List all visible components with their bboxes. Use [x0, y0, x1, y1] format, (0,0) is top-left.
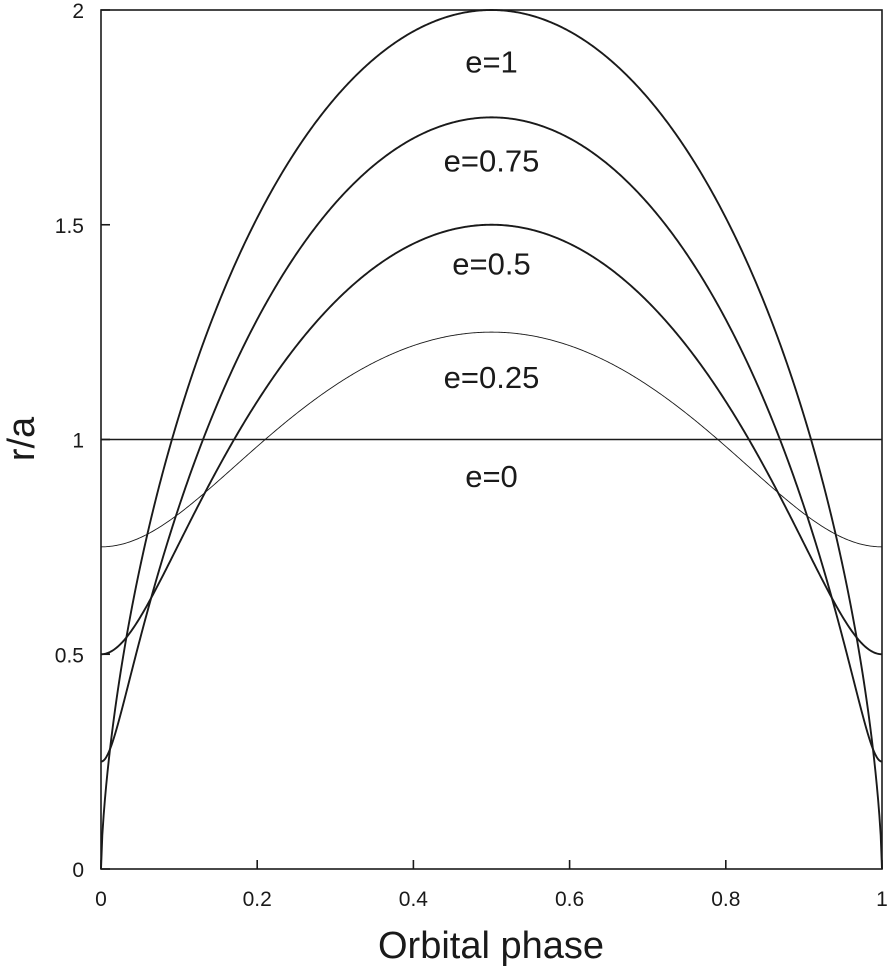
curve-label-e-0-25: e=0.25 — [444, 360, 540, 395]
ticks-layer — [100, 9, 883, 870]
curves-layer — [100, 9, 883, 870]
x-tick-label: 0.4 — [399, 888, 429, 911]
y-tick-label: 0 — [72, 859, 84, 882]
curve-e-0-25 — [100, 331, 883, 548]
x-axis-title: Orbital phase — [378, 925, 604, 967]
curve-label-e-0-5: e=0.5 — [452, 246, 530, 281]
y-tick-label: 0.5 — [55, 644, 84, 667]
curve-labels-layer: e=0 e=0.25 e=0.5 e=0.75 e=1 — [444, 45, 540, 494]
x-tick-label: 0.8 — [711, 888, 740, 911]
curve-label-e-0-75: e=0.75 — [444, 143, 540, 178]
tick-labels-layer: 0 0.2 0.4 0.6 0.8 1 0 0.5 1 1.5 2 — [55, 0, 888, 911]
curve-label-e-0: e=0 — [465, 459, 518, 494]
y-tick-label: 1 — [72, 430, 84, 453]
y-tick-label: 1.5 — [55, 215, 84, 238]
x-tick-label: 0 — [95, 888, 107, 911]
curve-e-0-5 — [100, 223, 883, 656]
x-tick-label: 0.2 — [243, 888, 272, 911]
y-axis-title: r/a — [1, 416, 43, 461]
curve-label-e-1: e=1 — [465, 45, 518, 80]
x-tick-label: 0.6 — [555, 888, 584, 911]
y-tick-label: 2 — [72, 0, 84, 23]
x-tick-label: 1 — [876, 888, 888, 911]
curve-e-0-75 — [100, 116, 883, 763]
